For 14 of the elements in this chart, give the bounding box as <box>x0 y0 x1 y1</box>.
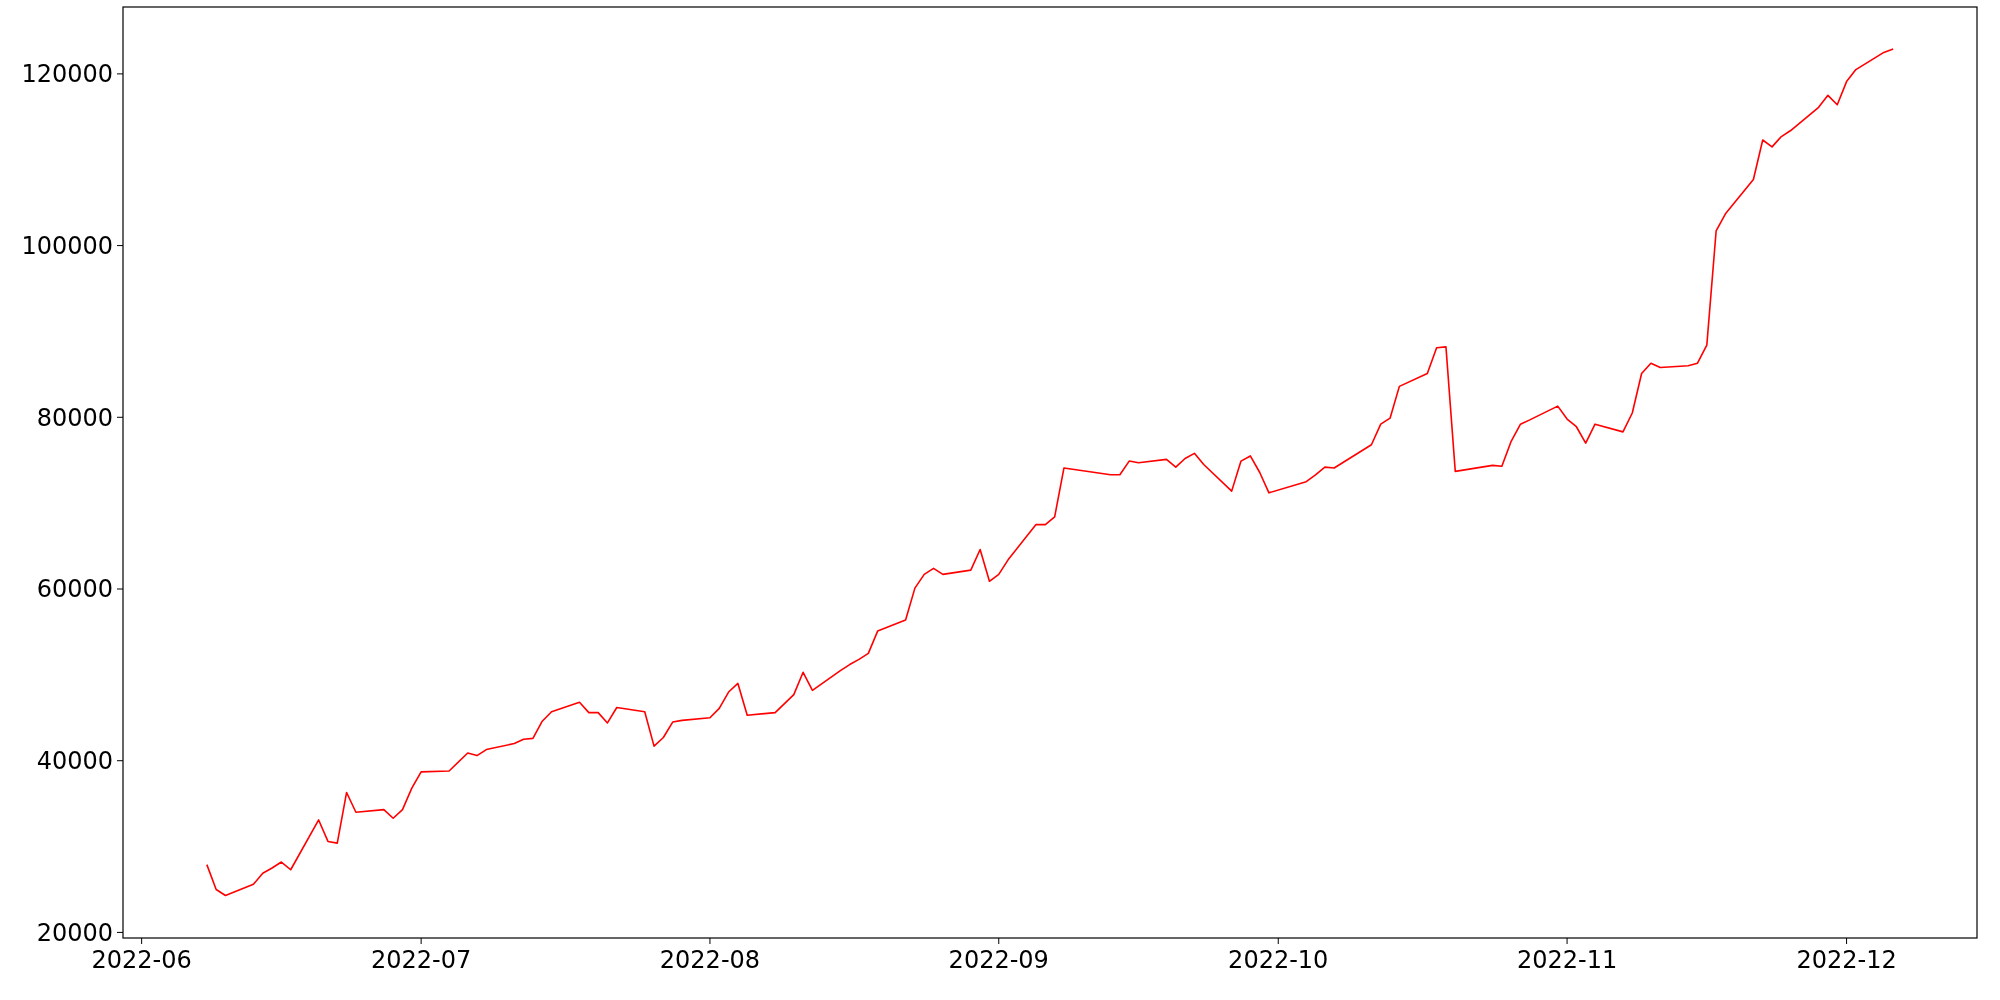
x-tick-label: 2022-09 <box>948 946 1049 974</box>
x-tick-label: 2022-07 <box>370 946 472 974</box>
y-tick-label: 120000 <box>21 60 113 89</box>
y-tick-label: 20000 <box>36 918 113 947</box>
x-tick-label: 2022-06 <box>91 946 192 974</box>
x-tick-label: 2022-12 <box>1796 946 1897 974</box>
x-tick-label: 2022-10 <box>1228 946 1329 974</box>
x-tick-label: 2022-08 <box>659 946 761 974</box>
y-tick-label: 60000 <box>36 575 113 604</box>
y-tick-label: 40000 <box>36 747 113 776</box>
y-tick-label: 100000 <box>21 231 113 260</box>
x-tick-label: 2022-11 <box>1516 946 1618 974</box>
line-series <box>206 48 1894 897</box>
y-tick-label: 80000 <box>36 403 113 432</box>
